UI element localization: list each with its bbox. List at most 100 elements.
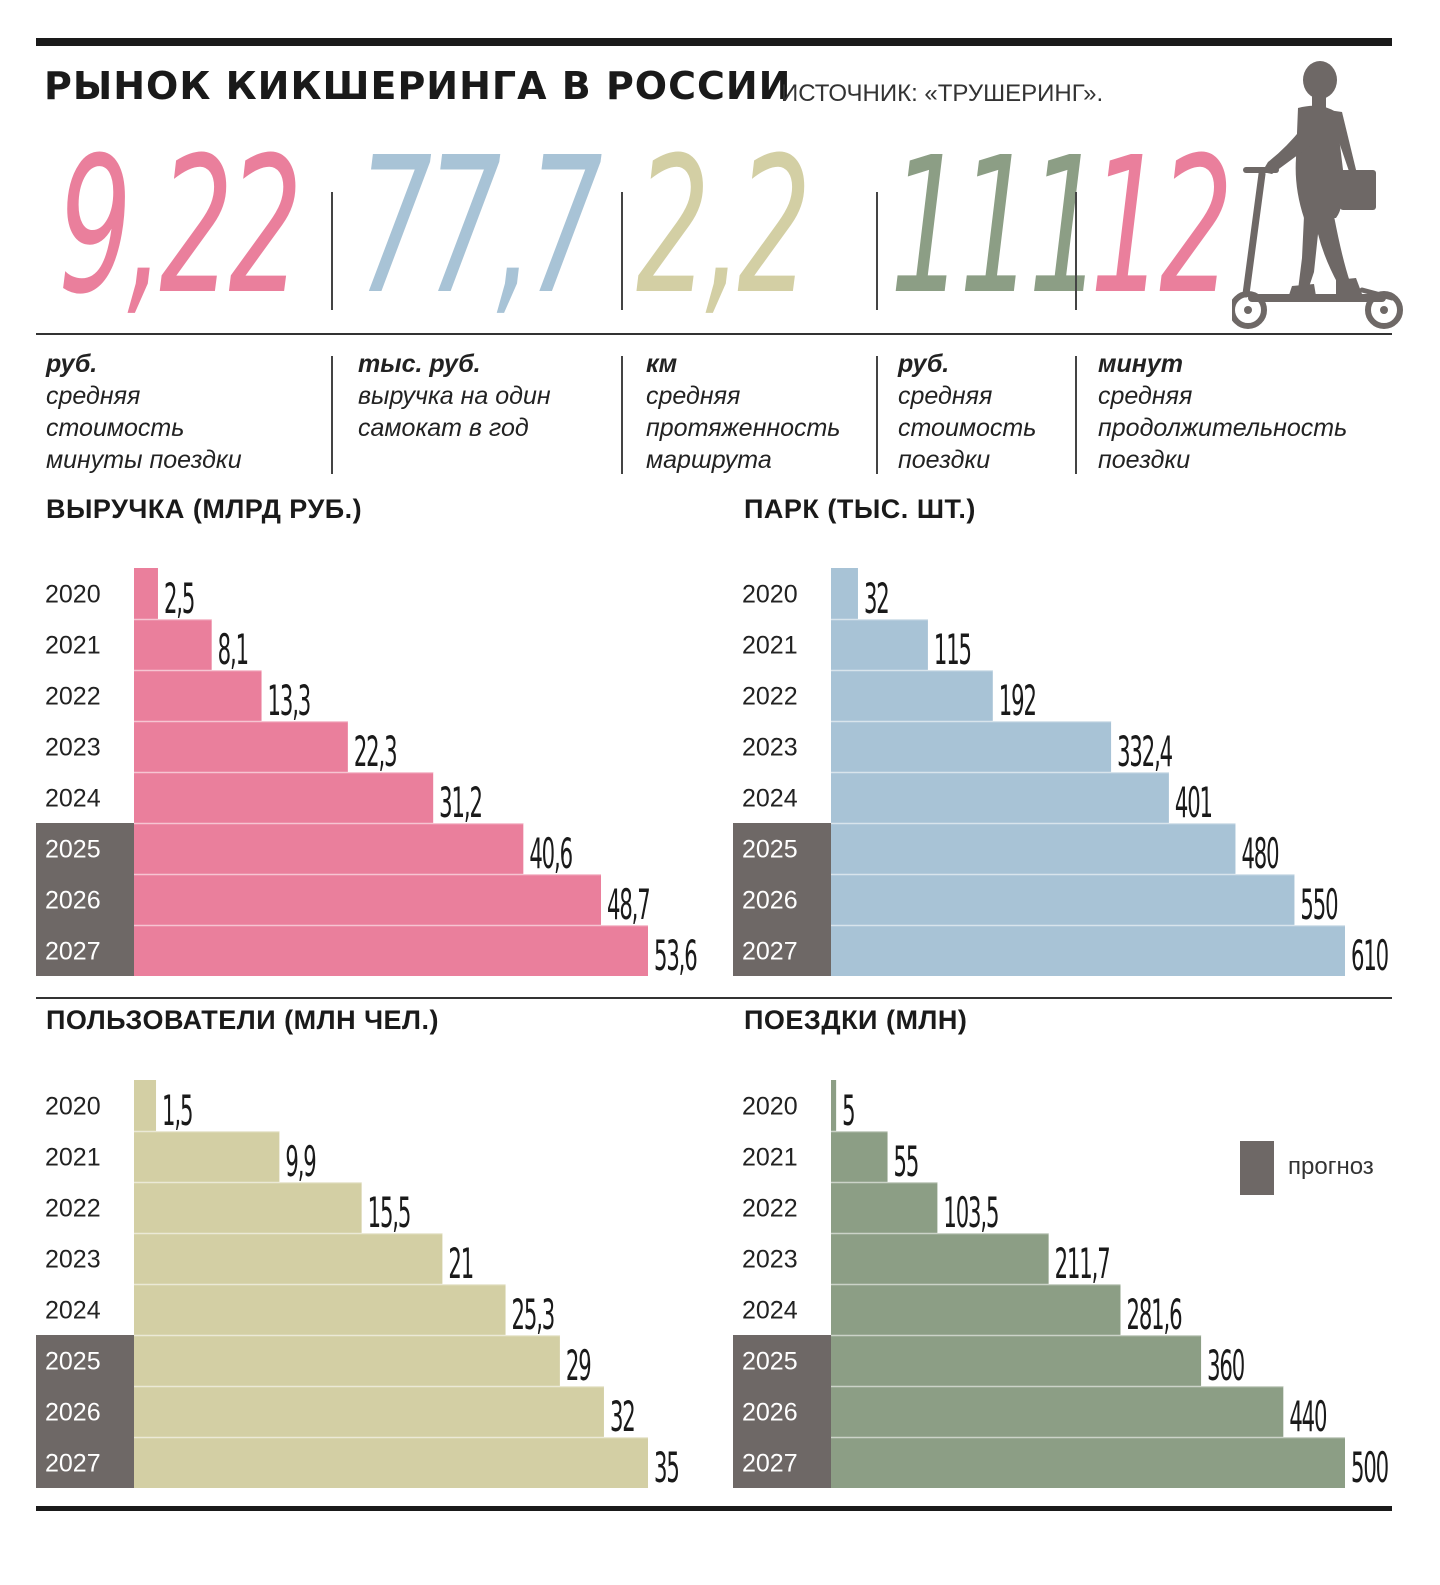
- forecast-year-background: [733, 925, 831, 976]
- value-label: 2,5: [164, 575, 194, 624]
- value-label: 53,6: [654, 932, 697, 981]
- stat-value-ride-duration: 12: [1090, 117, 1233, 336]
- bar: [831, 1233, 1049, 1284]
- stat-value-minute-price: 9,22: [58, 117, 303, 336]
- year-label: 2020: [45, 581, 101, 609]
- value-label: 15,5: [368, 1189, 411, 1238]
- stat-desc: средняя протяженность маршрута: [646, 382, 841, 474]
- source-note: ИСТОЧНИК: «ТРУШЕРИНГ».: [781, 80, 1104, 107]
- forecast-year-background: [36, 1386, 134, 1437]
- value-label: 1,5: [162, 1087, 192, 1136]
- value-label: 360: [1207, 1342, 1244, 1391]
- chart-canvas: 2020 5 2021 55 2022 103,5 2023 211,7 2024 281,6 20…: [733, 1080, 1389, 1493]
- year-label: 2027: [45, 938, 101, 966]
- stat-divider: [621, 192, 623, 310]
- bar: [134, 823, 524, 874]
- year-label: 2022: [742, 1195, 798, 1223]
- stat-desc: средняя стоимость поездки: [898, 382, 1037, 474]
- year-label: 2021: [45, 632, 101, 660]
- year-label: 2026: [742, 887, 798, 915]
- year-label: 2023: [45, 1246, 101, 1274]
- year-label: 2023: [45, 734, 101, 762]
- stat-caption-minute-price: руб. средняя стоимость минуты поездки: [46, 348, 242, 476]
- bar: [134, 772, 434, 823]
- bar: [831, 1386, 1284, 1437]
- bar: [831, 1335, 1202, 1386]
- stat-unit: минут: [1098, 350, 1183, 378]
- year-label: 2027: [742, 1450, 798, 1478]
- value-label: 32: [864, 575, 889, 624]
- value-label: 22,3: [354, 728, 397, 777]
- stat-desc: средняя стоимость минуты поездки: [46, 382, 242, 474]
- value-label: 610: [1351, 932, 1388, 981]
- year-label: 2023: [742, 734, 798, 762]
- year-label: 2022: [742, 683, 798, 711]
- year-label: 2026: [45, 1399, 101, 1427]
- forecast-year-background: [733, 823, 831, 874]
- stat-unit: км: [646, 350, 678, 378]
- value-label: 21: [448, 1240, 473, 1289]
- legend: прогноз: [1240, 1141, 1416, 1197]
- value-label: 440: [1289, 1393, 1326, 1442]
- rides-bar-chart: 2020 5 2021 55 2022 103,5 2023 211,7 2024 281,6 20…: [733, 1080, 1417, 1493]
- revenue-bar-chart: 2020 2,5 2021 8,1 2022 13,3 2023 22,3 2024 31,2 20…: [36, 568, 720, 981]
- bar: [831, 823, 1236, 874]
- stat-caption-revenue-per-scooter: тыс. руб. выручка на один самокат в год: [358, 348, 551, 444]
- bar: [831, 1131, 888, 1182]
- year-label: 2024: [742, 1297, 798, 1325]
- bar: [134, 925, 648, 976]
- year-label: 2020: [742, 1093, 798, 1121]
- value-label: 31,2: [439, 779, 482, 828]
- value-label: 40,6: [529, 830, 572, 879]
- stat-value-revenue-per-scooter: 77,7: [358, 117, 603, 336]
- bar: [134, 1080, 157, 1131]
- scooter-rider-icon: [1232, 61, 1403, 329]
- bar: [134, 670, 262, 721]
- year-label: 2024: [45, 785, 101, 813]
- value-label: 401: [1175, 779, 1212, 828]
- bar: [134, 1284, 506, 1335]
- year-label: 2024: [45, 1297, 101, 1325]
- stat-divider: [331, 192, 333, 310]
- year-label: 2022: [45, 1195, 101, 1223]
- chart-title-rides: ПОЕЗДКИ (МЛН): [744, 1005, 968, 1035]
- year-label: 2021: [45, 1144, 101, 1172]
- year-label: 2025: [45, 1348, 101, 1376]
- year-label: 2021: [742, 632, 798, 660]
- top-rule: [36, 38, 1392, 46]
- bar: [134, 874, 602, 925]
- bar: [831, 772, 1169, 823]
- bar: [831, 925, 1345, 976]
- forecast-year-background: [36, 1335, 134, 1386]
- stat-value-ride-price: 111: [890, 117, 1103, 336]
- legend-forecast-swatch: [1240, 1141, 1274, 1195]
- year-label: 2026: [45, 887, 101, 915]
- stats-rule: [36, 333, 1392, 335]
- year-label: 2027: [742, 938, 798, 966]
- stat-divider: [331, 356, 333, 474]
- value-label: 332,4: [1117, 728, 1172, 777]
- stat-unit: тыс. руб.: [358, 350, 481, 378]
- bar: [134, 1182, 362, 1233]
- legend-forecast-label: прогноз: [1288, 1153, 1374, 1180]
- value-label: 211,7: [1055, 1240, 1110, 1289]
- value-label: 103,5: [943, 1189, 998, 1238]
- value-label: 500: [1351, 1444, 1388, 1493]
- year-label: 2025: [742, 836, 798, 864]
- forecast-year-background: [733, 874, 831, 925]
- year-label: 2026: [742, 1399, 798, 1427]
- forecast-year-background: [36, 823, 134, 874]
- year-label: 2024: [742, 785, 798, 813]
- chart-title-users: ПОЛЬЗОВАТЕЛИ (МЛН ЧЕЛ.): [46, 1005, 439, 1035]
- bar: [831, 874, 1295, 925]
- value-label: 480: [1241, 830, 1278, 879]
- bar: [134, 1233, 443, 1284]
- value-label: 29: [566, 1342, 591, 1391]
- value-label: 281,6: [1126, 1291, 1181, 1340]
- forecast-year-background: [36, 1437, 134, 1488]
- year-label: 2025: [45, 836, 101, 864]
- chart-canvas: 2020 1,5 2021 9,9 2022 15,5 2023 21 2024 25,3 2025…: [36, 1080, 680, 1493]
- forecast-year-background: [36, 874, 134, 925]
- bar: [134, 1437, 648, 1488]
- stat-value-route-length: 2,2: [636, 117, 811, 336]
